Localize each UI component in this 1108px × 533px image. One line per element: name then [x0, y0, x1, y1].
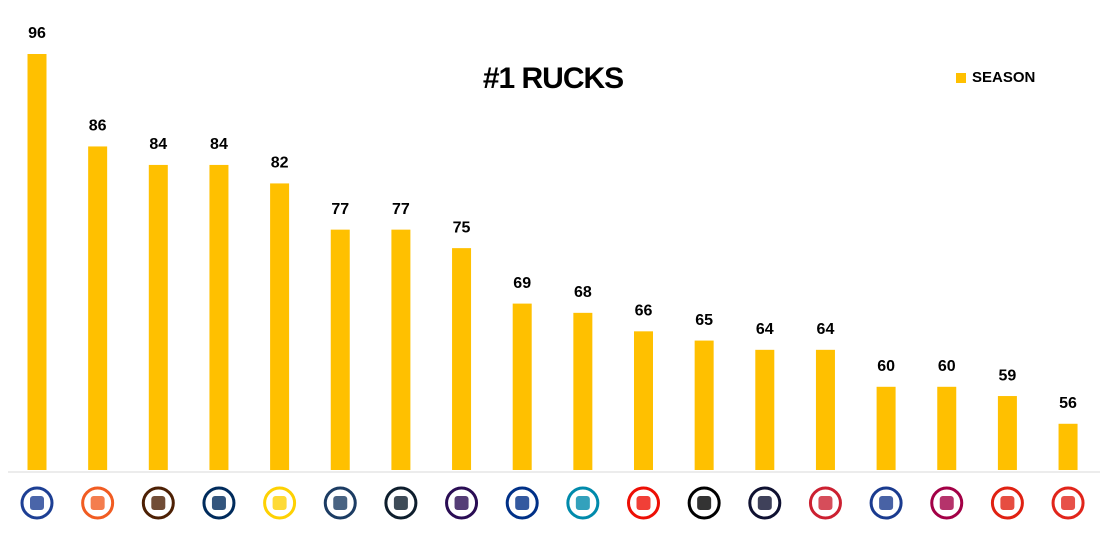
value-label: 84 [210, 136, 228, 153]
team-logo-mark [1000, 496, 1015, 510]
bar [937, 386, 957, 470]
bar [694, 340, 714, 470]
value-label: 69 [513, 275, 531, 292]
bar [452, 248, 472, 470]
team-logo-mark [1061, 496, 1076, 510]
team-logo-mark [151, 496, 166, 510]
bar [330, 229, 350, 470]
value-label: 64 [756, 321, 774, 338]
bar [270, 183, 290, 470]
team-logo-mark [454, 496, 469, 510]
legend-label: SEASON [972, 69, 1035, 86]
team-logo-mark [879, 496, 894, 510]
team-logo-mark [939, 496, 954, 510]
chart-title: #1 RUCKS [483, 62, 623, 95]
value-label: 77 [392, 201, 410, 218]
bar [88, 146, 108, 470]
value-label: 86 [89, 118, 107, 135]
team-logo [445, 486, 479, 520]
team-logo [263, 486, 297, 520]
team-logo-mark [333, 496, 348, 510]
team-logo [808, 486, 842, 520]
value-label: 96 [28, 25, 46, 42]
value-label: 75 [453, 219, 471, 236]
team-logo [20, 486, 54, 520]
team-logo-mark [30, 496, 44, 510]
team-logo [687, 486, 721, 520]
value-label: 59 [999, 367, 1017, 384]
team-logo-mark [818, 496, 833, 510]
bar [391, 229, 411, 470]
team-logo [323, 486, 357, 520]
value-label: 66 [635, 303, 653, 320]
value-label: 60 [938, 358, 956, 375]
value-label: 68 [574, 284, 592, 301]
value-label: 65 [695, 312, 713, 329]
team-logo [81, 486, 115, 520]
value-label: 60 [877, 358, 895, 375]
team-logo [566, 486, 600, 520]
team-logo [202, 486, 236, 520]
bar [27, 54, 47, 470]
bar [209, 164, 229, 470]
bar [876, 386, 896, 470]
team-logo-mark [90, 496, 105, 510]
team-logo [990, 486, 1024, 520]
bar [148, 164, 168, 470]
team-logo-mark [211, 496, 226, 510]
team-logo-mark [757, 496, 772, 510]
team-logo [141, 486, 175, 520]
value-label: 84 [149, 136, 167, 153]
team-logo-mark [393, 496, 408, 510]
team-logo-mark [697, 496, 712, 510]
legend-swatch [956, 73, 966, 83]
bar [997, 396, 1017, 470]
team-logo [748, 486, 782, 520]
bar [1058, 423, 1078, 470]
team-logo-mark [272, 496, 287, 510]
team-logo [930, 486, 964, 520]
bar [634, 331, 653, 470]
team-logo [505, 486, 539, 520]
team-logo-mark [575, 496, 590, 510]
bar [755, 349, 775, 470]
team-logo [384, 486, 418, 520]
team-logo [627, 486, 660, 520]
value-label: 64 [817, 321, 835, 338]
value-label: 77 [331, 201, 349, 218]
team-logo-mark [515, 496, 530, 510]
value-label: 56 [1059, 395, 1077, 412]
bar [512, 303, 532, 470]
team-logo [1051, 486, 1085, 520]
value-label: 82 [271, 155, 289, 172]
team-logo-mark [636, 496, 651, 510]
bar [815, 349, 835, 470]
team-logo [869, 486, 903, 520]
bar [573, 312, 593, 470]
